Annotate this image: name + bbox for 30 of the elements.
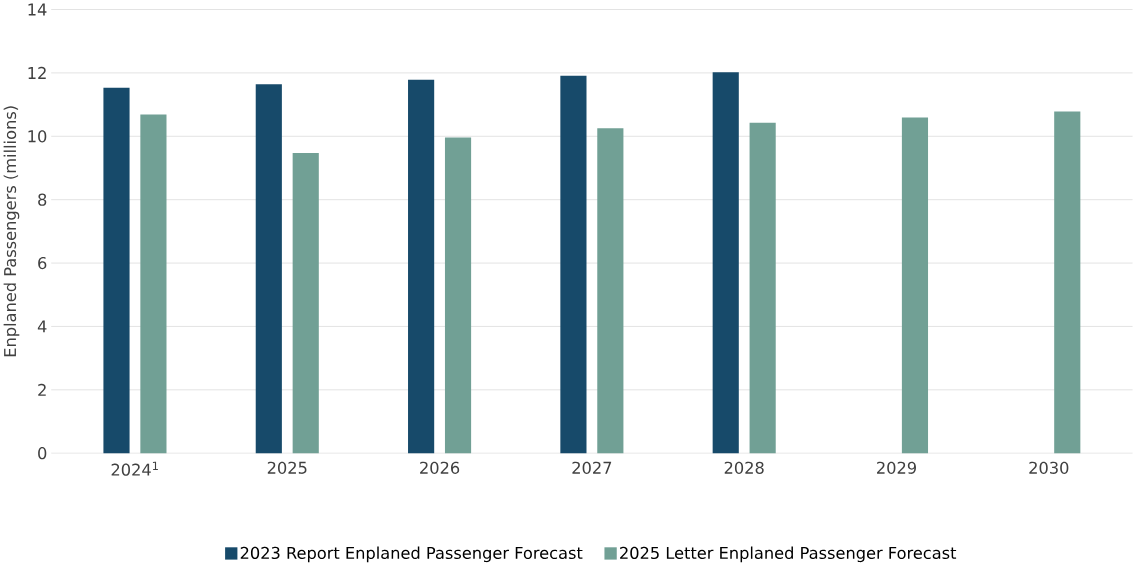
bar [408,79,435,454]
bar [140,114,167,454]
x-tick-label: 2026 [420,461,460,475]
bar [901,117,929,454]
y-axis-title: Enplaned Passengers (millions) [3,106,20,357]
bar [292,153,319,454]
bar [597,128,624,454]
x-tick-label: 2028 [724,461,764,475]
y-tick-label: 6 [38,257,47,270]
x-tick-label: 2029 [877,461,916,475]
bar [255,84,282,454]
bar [749,122,776,454]
bar [1054,111,1081,454]
legend-label: 2023 Report Enplaned Passenger Forecast [240,546,583,563]
y-tick-label: 10 [28,130,47,143]
y-tick-label: 0 [38,447,47,460]
x-tick-label: 2027 [572,461,612,475]
y-tick-label: 14 [28,3,47,16]
bar [560,75,587,454]
x-tick-label: 2024$^{1}$ [111,461,158,476]
x-tick-label: 2030 [1029,461,1069,475]
y-tick-label: 12 [28,67,46,80]
bar [712,72,739,454]
y-tick-label: 4 [37,320,47,333]
bar [444,137,472,454]
x-tick-label: 2025 [267,461,307,475]
bar [103,87,130,454]
y-tick-label: 2 [38,383,46,396]
legend-label: 2025 Letter Enplaned Passenger Forecast [620,546,957,563]
y-tick-label: 8 [38,193,47,206]
